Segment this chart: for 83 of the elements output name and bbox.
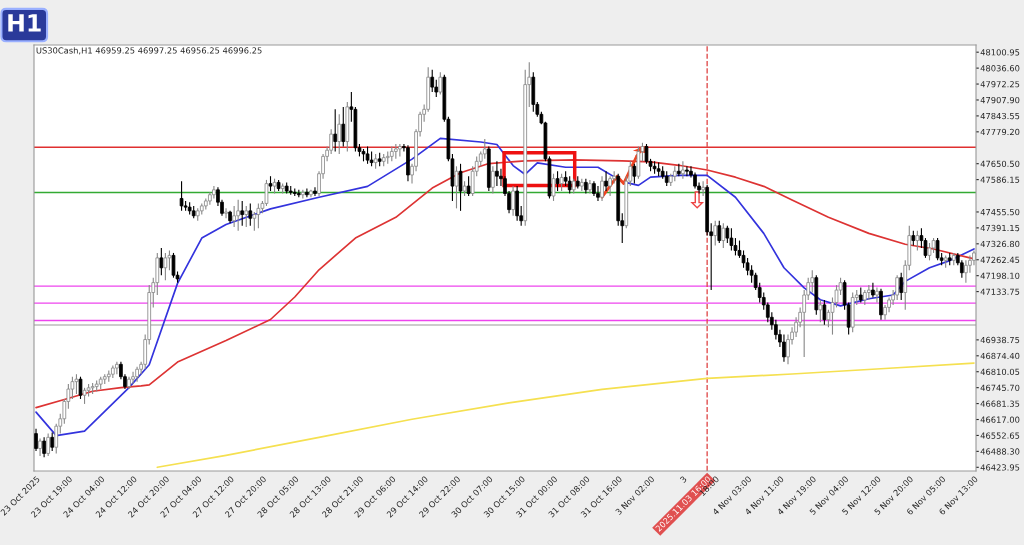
y-tick-label: 46617.00 (980, 416, 1020, 423)
y-tick-label: 47907.90 (980, 96, 1020, 104)
candlestick (179, 180, 184, 212)
y-tick-label: 46681.35 (980, 400, 1020, 407)
y-tick-label: 46938.75 (980, 336, 1020, 344)
candlestick (252, 211, 257, 232)
candlestick (685, 165, 689, 177)
candlestick (159, 247, 164, 276)
candlestick (454, 165, 459, 209)
candlestick (313, 186, 317, 197)
candlestick (34, 428, 38, 452)
y-tick-label: 47391.15 (980, 224, 1020, 232)
y-tick-label: 47198.10 (980, 272, 1020, 279)
candlestick (333, 108, 338, 152)
candlestick (430, 69, 435, 93)
candlestick (115, 361, 119, 375)
candlestick (491, 165, 495, 195)
y-tick-label: 47779.20 (980, 128, 1020, 136)
candlestick (131, 371, 135, 385)
candlestick (46, 433, 50, 457)
candlestick (782, 334, 786, 363)
candlestick (588, 179, 592, 195)
candlestick (398, 143, 402, 157)
line-series (156, 362, 975, 469)
y-tick-label: 48036.60 (980, 65, 1020, 72)
candlestick (608, 175, 612, 197)
candlestick (337, 113, 342, 155)
candlestick (224, 207, 228, 219)
y-tick-label: 47843.55 (980, 112, 1020, 120)
y-tick-label: 46488.30 (980, 448, 1020, 455)
candlestick (632, 163, 637, 185)
candlestick (717, 220, 722, 244)
y-tick-label: 46552.65 (980, 432, 1020, 439)
y-tick-label: 46810.05 (980, 368, 1020, 376)
candlestick (729, 227, 734, 252)
candlestick (171, 252, 176, 279)
candlestick (879, 288, 883, 321)
candlestick (301, 189, 305, 200)
candlestick (163, 252, 168, 281)
candlestick (511, 185, 515, 217)
y-tick-label: 47326.80 (980, 240, 1020, 248)
candlestick (240, 200, 245, 227)
candlestick (78, 376, 83, 400)
candlestick (42, 436, 46, 458)
candlestick (899, 272, 904, 301)
candlestick (600, 175, 604, 202)
candlestick (341, 106, 346, 148)
candlestick (232, 205, 236, 228)
y-tick-label: 48100.95 (980, 49, 1020, 56)
y-tick-label: 47650.50 (980, 160, 1020, 167)
candlestick (236, 199, 240, 232)
candlestick (551, 173, 556, 202)
y-tick-label: 47972.25 (980, 81, 1020, 88)
candlestick (438, 71, 443, 96)
chart-title: H1 (8, 14, 41, 32)
candlestick (818, 299, 823, 323)
candlestick (482, 138, 487, 160)
y-tick-label: 47586.15 (980, 176, 1020, 183)
y-tick-label: 46874.40 (980, 352, 1020, 360)
candlestick (915, 230, 920, 252)
candlestick (555, 170, 560, 192)
candlestick (50, 431, 55, 452)
candlestick (895, 274, 899, 301)
candlestick (681, 160, 685, 180)
y-tick-label: 47133.75 (980, 288, 1020, 295)
y-tick-label: 46423.95 (980, 464, 1020, 471)
candlestick (964, 259, 968, 284)
candlestick (875, 287, 879, 303)
candlestick (74, 373, 79, 395)
candlestick (458, 163, 463, 212)
annotation: US30Cash,H1 46959.25 46997.25 46956.25 46996.25 (36, 47, 262, 55)
candlestick (248, 202, 253, 227)
y-tick-label: 46745.70 (980, 384, 1020, 391)
candlestick (604, 170, 608, 192)
x-tick-label: 3 (679, 475, 687, 484)
candlestick (495, 160, 499, 187)
candlestick (701, 180, 705, 197)
y-tick-label: 47262.45 (980, 256, 1020, 264)
candlestick (596, 185, 600, 202)
candlestick (867, 284, 871, 301)
candlestick (244, 205, 249, 228)
y-tick-label: 47455.50 (980, 208, 1020, 216)
candlestick (305, 188, 309, 198)
